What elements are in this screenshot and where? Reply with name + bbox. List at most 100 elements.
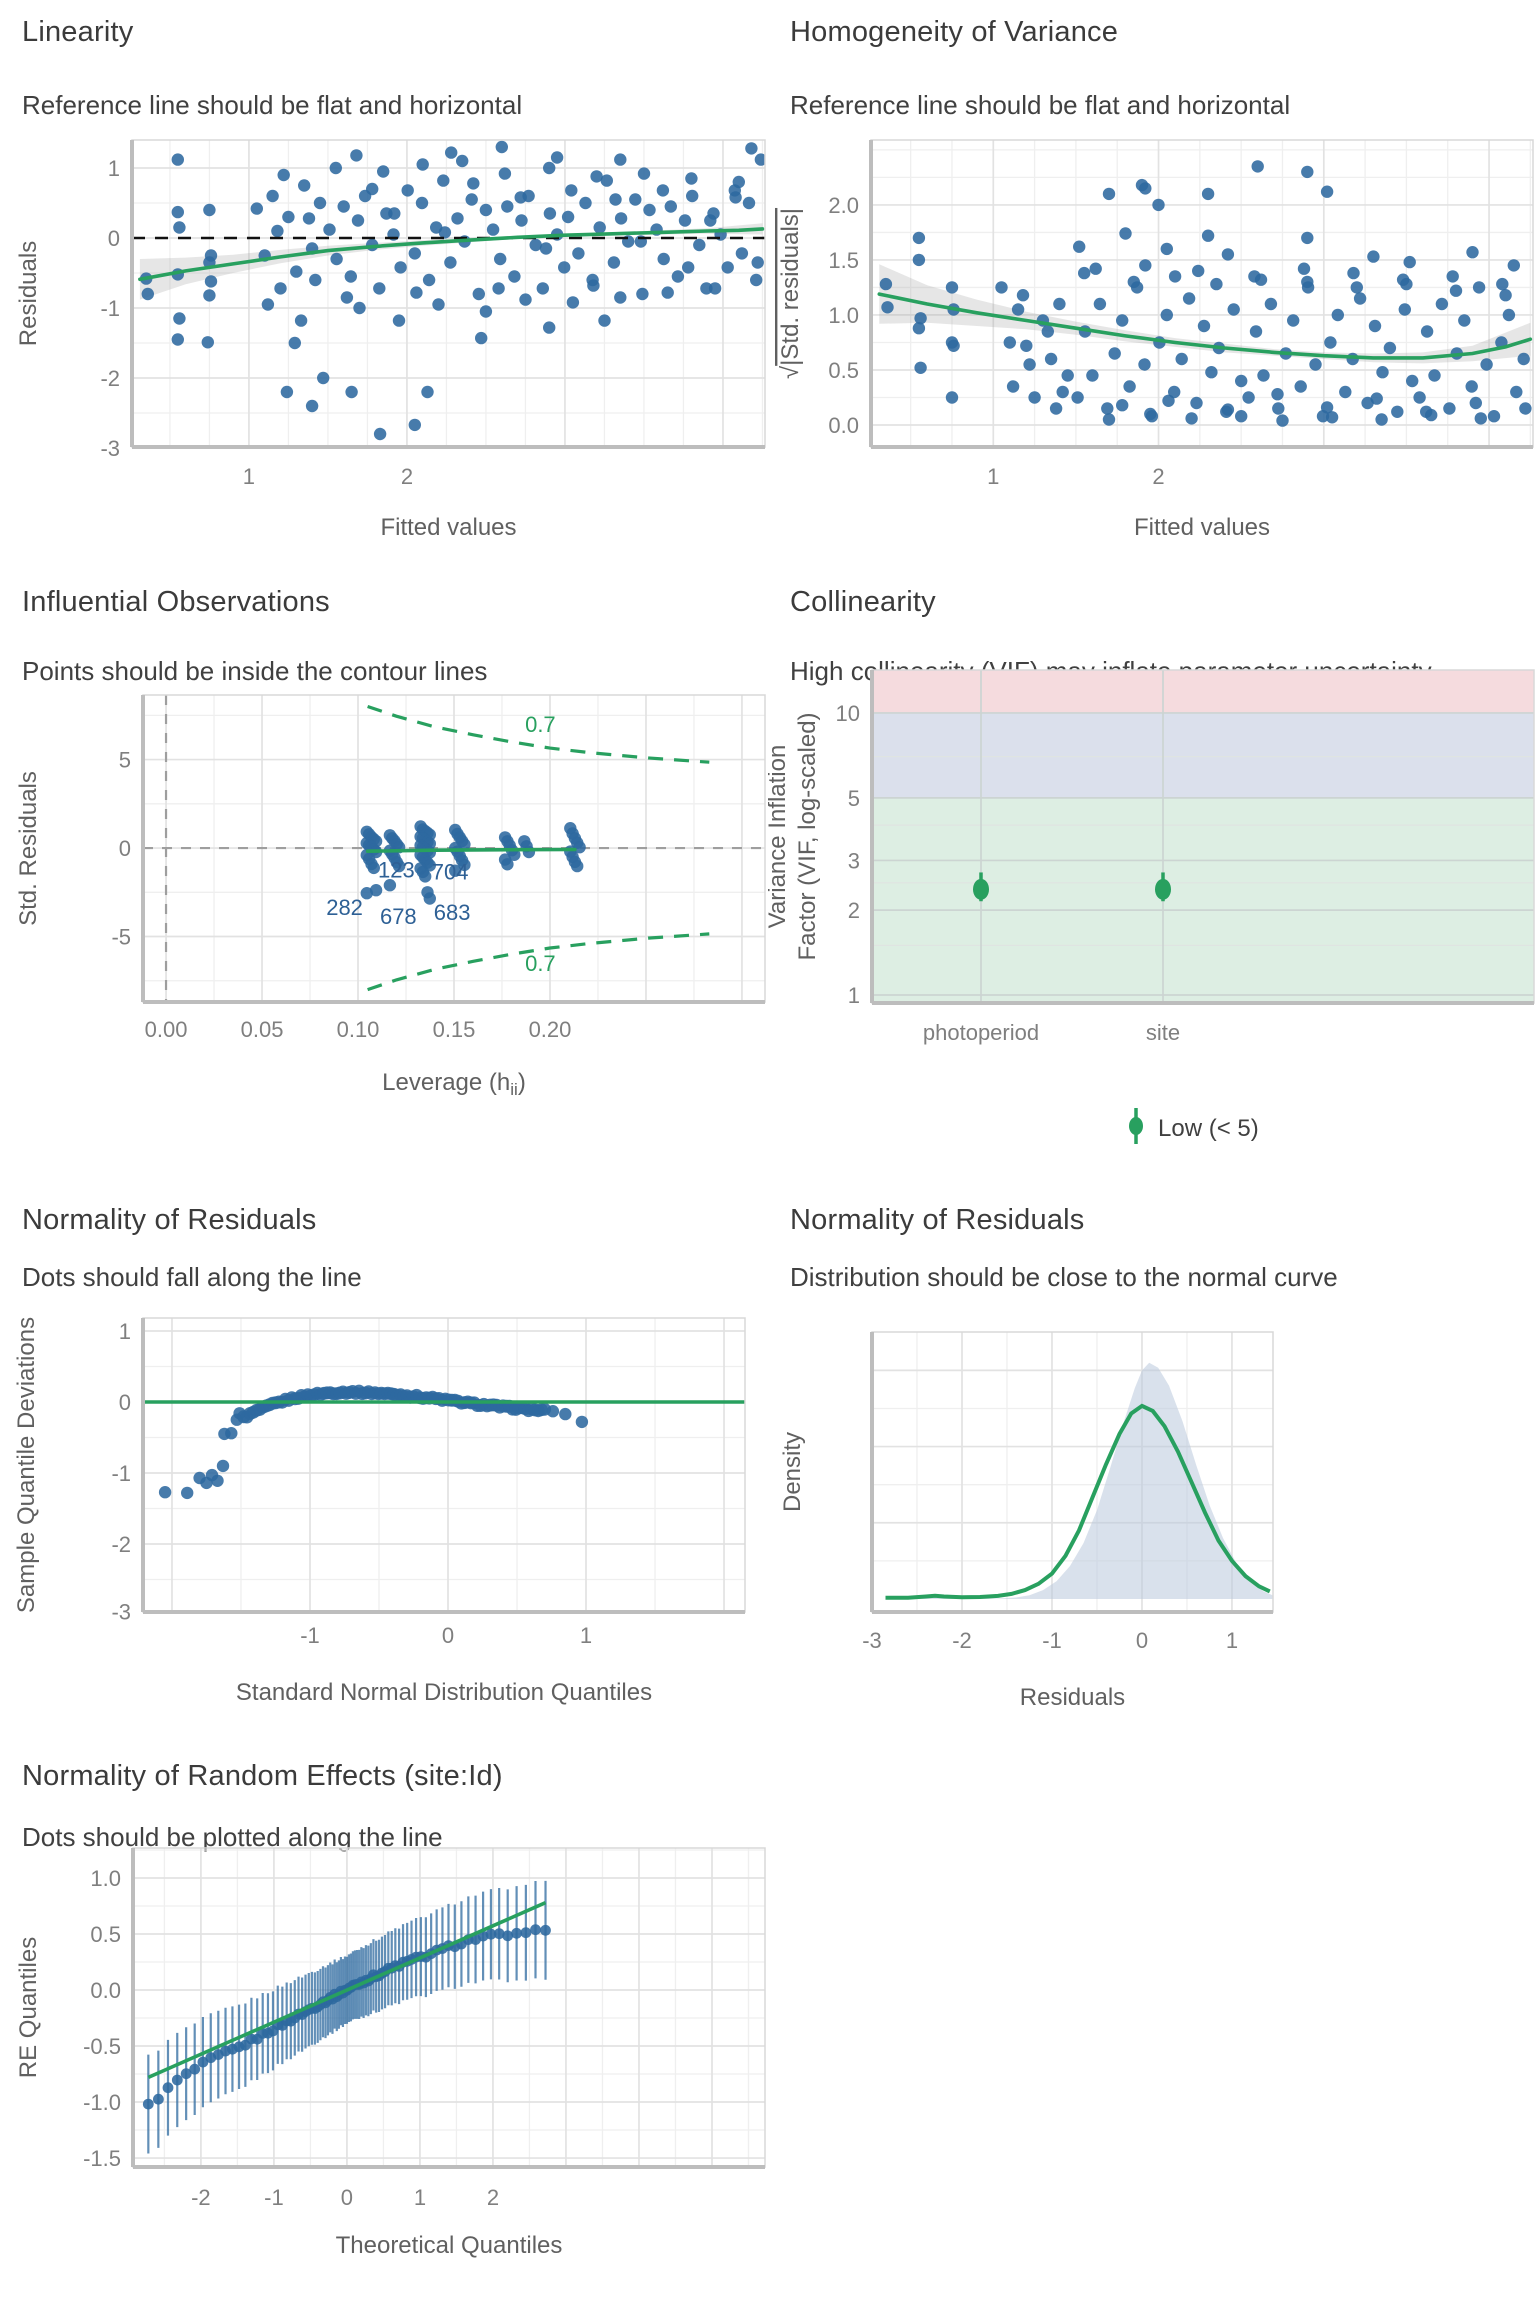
x-tick-label: 0: [341, 2185, 353, 2210]
panel-title: Homogeneity of Variance: [790, 16, 1119, 48]
chart-canvas-influential: 0.7 0.7 123 704 282 678 683 0.00 0.05 0.10 0.15 0.2…: [15, 694, 766, 1099]
y-tick-label: 1: [119, 1319, 131, 1344]
x-tick-label: 0.00: [145, 1017, 188, 1042]
panel-density-residuals: Normality of Residuals Distribution shou…: [768, 1180, 1536, 1740]
panel-title: Normality of Random Effects (site:Id): [22, 1760, 503, 1792]
x-tick-label: 0.10: [337, 1017, 380, 1042]
smooth-line: [365, 847, 577, 853]
x-category-label: site: [1146, 1020, 1180, 1045]
contour-label: 0.7: [525, 951, 556, 976]
qq-line: [147, 1901, 547, 2080]
x-axis-title: Standard Normal Distribution Quantiles: [236, 1679, 652, 1706]
panel-influential-observations: Influential Observations Points should b…: [0, 560, 768, 1180]
y-tick-label: -3: [111, 1599, 131, 1624]
y-tick-label: -2: [111, 1532, 131, 1557]
x-tick-label: 0: [1136, 1628, 1148, 1653]
y-tick-label: -1.5: [83, 2146, 121, 2171]
y-axis-title: Residuals: [15, 241, 42, 346]
panel-qq-residuals: Normality of Residuals Dots should fall …: [0, 1180, 768, 1740]
y-tick-label: -1.0: [83, 2090, 121, 2115]
y-tick-label: 10: [836, 701, 860, 726]
y-axis-title: Variance Inflation: [768, 745, 791, 929]
plot-area: [132, 140, 765, 447]
x-axis-title: Residuals: [1020, 1684, 1125, 1711]
panel-subtitle: Dots should be plotted along the line: [22, 1822, 443, 1852]
panel-subtitle: Dots should fall along the line: [22, 1262, 362, 1292]
x-tick-label: -2: [952, 1628, 972, 1653]
chart-canvas-collinearity: photoperiod site 10 5 3 2 1 Variance Inflation F…: [768, 669, 1535, 1045]
x-tick-label: 0.20: [529, 1017, 572, 1042]
y-tick-label: 3: [848, 848, 860, 873]
y-axis-title: √|Std. residuals|: [777, 208, 804, 379]
x-tick-label: -1: [300, 1623, 320, 1648]
chart-canvas-qq-random-effects: -2 -1 0 1 2 1.0 0.5 0.0 -0.5 -1.0 -1.5 Theoretical …: [15, 1847, 766, 2259]
panel-subtitle: Reference line should be flat and horizo…: [22, 90, 523, 120]
y-tick-label: 0: [108, 226, 120, 251]
x-tick-label: 1: [580, 1623, 592, 1648]
y-axis-title: RE Quantiles: [15, 1937, 42, 2078]
points-layer: [140, 140, 765, 441]
y-axis-title: Density: [779, 1432, 806, 1512]
x-axis-title: Theoretical Quantiles: [336, 2232, 563, 2259]
y-tick-label: -3: [100, 436, 120, 461]
x-tick-label: 1: [243, 464, 255, 489]
y-axis-title: Sample Quantile Deviations: [13, 1317, 40, 1613]
y-tick-label: 1: [108, 156, 120, 181]
y-tick-label: -2: [100, 366, 120, 391]
panel-homogeneity: Homogeneity of Variance Reference line s…: [768, 0, 1536, 560]
vif-point: [1155, 878, 1171, 900]
x-tick-label: 1: [987, 464, 999, 489]
x-tick-label: 0: [442, 1623, 454, 1648]
vif-band: [872, 797, 1534, 1003]
vif-band: [872, 670, 1534, 713]
y-tick-label: 1: [848, 983, 860, 1008]
panel-subtitle: Distribution should be close to the norm…: [790, 1262, 1338, 1292]
y-tick-label: 0.0: [828, 413, 859, 438]
y-tick-label: -1: [111, 1461, 131, 1486]
chart-canvas-density-residuals: -3 -2 -1 0 1 Residuals Density: [779, 1331, 1274, 1711]
outlier-label: 704: [432, 859, 469, 884]
x-axis-title: Fitted values: [1134, 514, 1270, 541]
x-tick-label: 2: [1152, 464, 1164, 489]
y-tick-label: 2: [848, 898, 860, 923]
plot-area: [872, 1332, 1273, 1612]
outlier-label: 678: [380, 904, 417, 929]
panel-subtitle: Points should be inside the contour line…: [22, 656, 488, 686]
panel-title: Collinearity: [790, 586, 936, 618]
y-tick-label: 0.5: [828, 358, 859, 383]
x-tick-label: 1: [414, 2185, 426, 2210]
y-tick-label: 1.5: [828, 248, 859, 273]
outlier-label: 282: [326, 895, 363, 920]
pointrange-glyph: [1129, 1108, 1143, 1144]
y-tick-label: 5: [119, 748, 131, 773]
chart-canvas-linearity: 1 2 1 0 -1 -2 -3 Fitted values Residuals: [15, 139, 766, 541]
chart-canvas-homogeneity: 1 2 0.0 0.5 1.0 1.5 2.0 Fitted values √|Std. res…: [777, 139, 1534, 541]
legend-label: Low (< 5): [1158, 1114, 1259, 1142]
points-layer: [158, 1384, 589, 1500]
density-curve: [885, 1403, 1271, 1600]
plot-area: 0.7 0.7 123 704 282 678 683: [143, 695, 765, 1002]
panel-title: Linearity: [22, 16, 134, 48]
outlier-label: 683: [434, 900, 471, 925]
plot-area: [871, 140, 1533, 447]
vif-legend: Low (< 5): [1126, 1106, 1259, 1151]
plot-area: [872, 670, 1534, 1003]
chart-canvas-qq-residuals: -1 0 1 1 0 -1 -2 -3 Standard Normal Distribution…: [13, 1317, 746, 1706]
panel-title: Normality of Residuals: [790, 1204, 1085, 1236]
x-tick-label: -1: [1042, 1628, 1062, 1653]
x-tick-label: 0.15: [433, 1017, 476, 1042]
y-tick-label: 0: [119, 1390, 131, 1415]
y-tick-label: 0.5: [90, 1922, 121, 1947]
cook-contour: [367, 704, 710, 764]
x-tick-label: 0.05: [241, 1017, 284, 1042]
y-axis-title: Factor (VIF, log-scaled): [794, 712, 821, 960]
panel-title: Influential Observations: [22, 586, 330, 618]
plot-border: [132, 1847, 766, 2168]
x-tick-label: -1: [264, 2185, 284, 2210]
x-tick-label: 1: [1226, 1628, 1238, 1653]
x-axis-title: Leverage (hii): [382, 1069, 526, 1099]
normal-curve-fill: [912, 1362, 1273, 1599]
smooth-line: [138, 227, 765, 282]
y-tick-label: 2.0: [828, 193, 859, 218]
